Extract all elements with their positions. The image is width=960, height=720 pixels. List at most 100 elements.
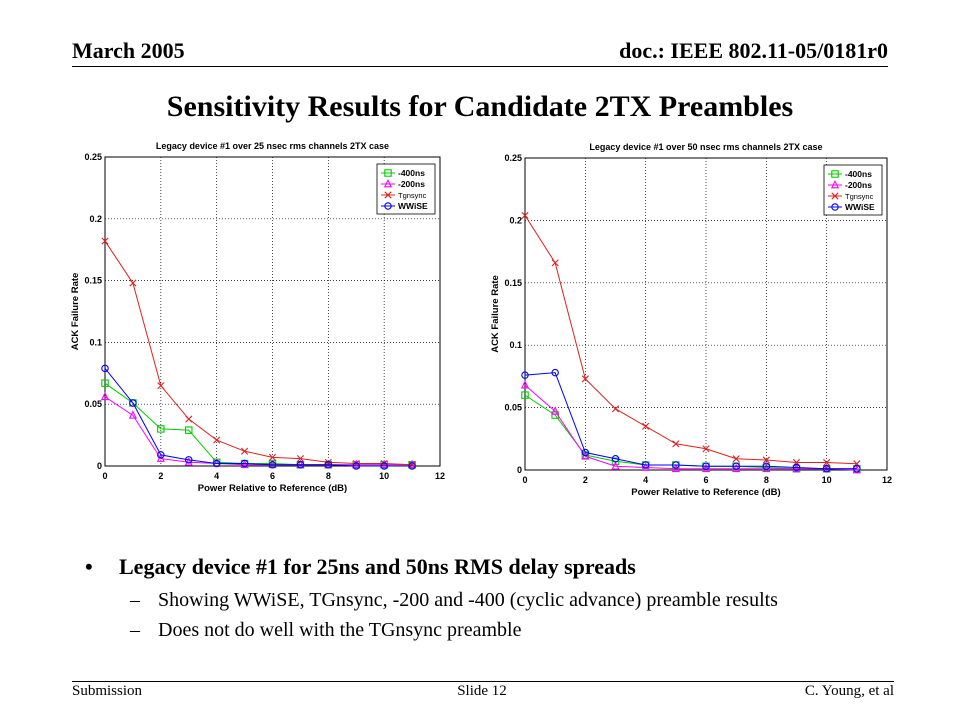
data-point [157, 425, 165, 433]
chart-50ns-svg: Legacy device #1 over 50 nsec rms channe… [490, 142, 892, 498]
x-tick-label: 0 [102, 471, 107, 481]
legend-marker-icon [384, 191, 392, 199]
series-tgnsync [101, 237, 416, 469]
legend-marker-icon [384, 169, 392, 177]
data-point [129, 399, 137, 407]
data-point [352, 462, 360, 470]
data-point [521, 211, 529, 219]
data-point [551, 406, 560, 415]
header-date: March 2005 [72, 38, 185, 63]
data-point [642, 422, 650, 430]
data-point [581, 375, 589, 383]
data-point [129, 279, 137, 287]
x-tick-label: 6 [270, 471, 275, 481]
legend-label: Tgnsync [398, 191, 427, 200]
y-axis-label: ACK Failure Rate [70, 273, 81, 351]
legend-label: -400ns [398, 168, 425, 178]
chart-title: Legacy device #1 over 50 nsec rms channe… [589, 142, 822, 152]
y-axis-label: ACK Failure Rate [490, 275, 501, 353]
x-tick-label: 0 [522, 475, 527, 485]
data-point [611, 461, 620, 470]
data-point [268, 453, 277, 461]
data-point [792, 463, 801, 472]
y-tick-label: 0.05 [504, 403, 522, 413]
series-line [104, 240, 413, 466]
data-point [101, 237, 109, 245]
data-point [380, 459, 389, 469]
y-tick-label: 0.2 [509, 215, 522, 225]
data-point [101, 364, 109, 373]
data-point [762, 456, 770, 464]
series-wwise [521, 368, 861, 473]
series-line [524, 215, 857, 465]
y-tick-label: 0 [97, 461, 102, 471]
legend-marker-icon [830, 179, 840, 189]
legend-marker-icon [831, 170, 839, 178]
data-point [240, 459, 249, 468]
data-point [520, 380, 530, 389]
legend-marker-icon [383, 178, 393, 188]
x-tick-label: 6 [703, 475, 708, 485]
footer-slide-number: Slide 12 [457, 683, 507, 699]
x-tick-label: 4 [214, 471, 219, 481]
data-point [521, 391, 529, 399]
data-point [184, 457, 193, 466]
legend-marker-icon [831, 192, 839, 200]
data-point [702, 462, 710, 471]
data-point [792, 463, 801, 473]
x-tick-label: 12 [882, 475, 892, 485]
data-point [701, 463, 711, 473]
data-point [408, 462, 416, 470]
data-point [324, 461, 333, 469]
legend-label: Tgnsync [845, 192, 874, 201]
series-line [524, 372, 857, 470]
data-point [823, 458, 831, 467]
series-line [104, 382, 413, 466]
legend-marker-icon [384, 202, 392, 210]
data-point [408, 461, 416, 469]
y-tick-label: 0.15 [84, 276, 102, 286]
data-point [611, 405, 620, 413]
x-tick-label: 2 [158, 471, 163, 481]
chart-50ns: Legacy device #1 over 50 nsec rms channe… [483, 134, 895, 517]
legend-label: WWiSE [398, 201, 428, 211]
footer-submission: Submission [72, 683, 143, 699]
y-tick-label: 0 [517, 465, 522, 475]
data-point [185, 426, 193, 434]
data-point [641, 462, 650, 471]
y-tick-label: 0.15 [504, 278, 522, 288]
data-point [641, 461, 650, 469]
bullet-main: • Legacy device #1 for 25ns and 50ns RMS… [85, 552, 885, 582]
data-point [702, 445, 710, 453]
series-line [104, 368, 413, 467]
data-point [240, 447, 249, 455]
sub-bullet-text: Does not do well with the TGnsync preamb… [158, 619, 522, 641]
data-point [732, 463, 741, 473]
x-tick-label: 10 [822, 475, 832, 485]
series-200ns [520, 380, 861, 474]
data-point [128, 410, 137, 419]
x-tick-label: 2 [583, 475, 588, 485]
data-point [296, 454, 305, 463]
data-point [551, 259, 559, 267]
data-point [551, 368, 559, 377]
data-point [100, 391, 110, 401]
data-point [852, 464, 861, 474]
data-point [296, 461, 305, 469]
x-tick-label: 10 [379, 471, 389, 481]
data-point [213, 436, 221, 444]
y-tick-label: 0.25 [504, 153, 522, 163]
x-tick-label: 4 [643, 475, 648, 485]
data-point [212, 459, 221, 468]
data-point [611, 457, 620, 466]
x-tick-label: 8 [326, 471, 331, 481]
chart-title: Legacy device #1 over 25 nsec rms channe… [156, 141, 389, 151]
footer-author: C. Young, et al [804, 683, 894, 699]
data-point [581, 448, 590, 457]
series-400ns [521, 391, 861, 473]
series-line [104, 396, 413, 466]
data-point [240, 459, 249, 469]
data-point [672, 440, 680, 448]
data-point [762, 463, 771, 473]
data-point [185, 415, 193, 423]
